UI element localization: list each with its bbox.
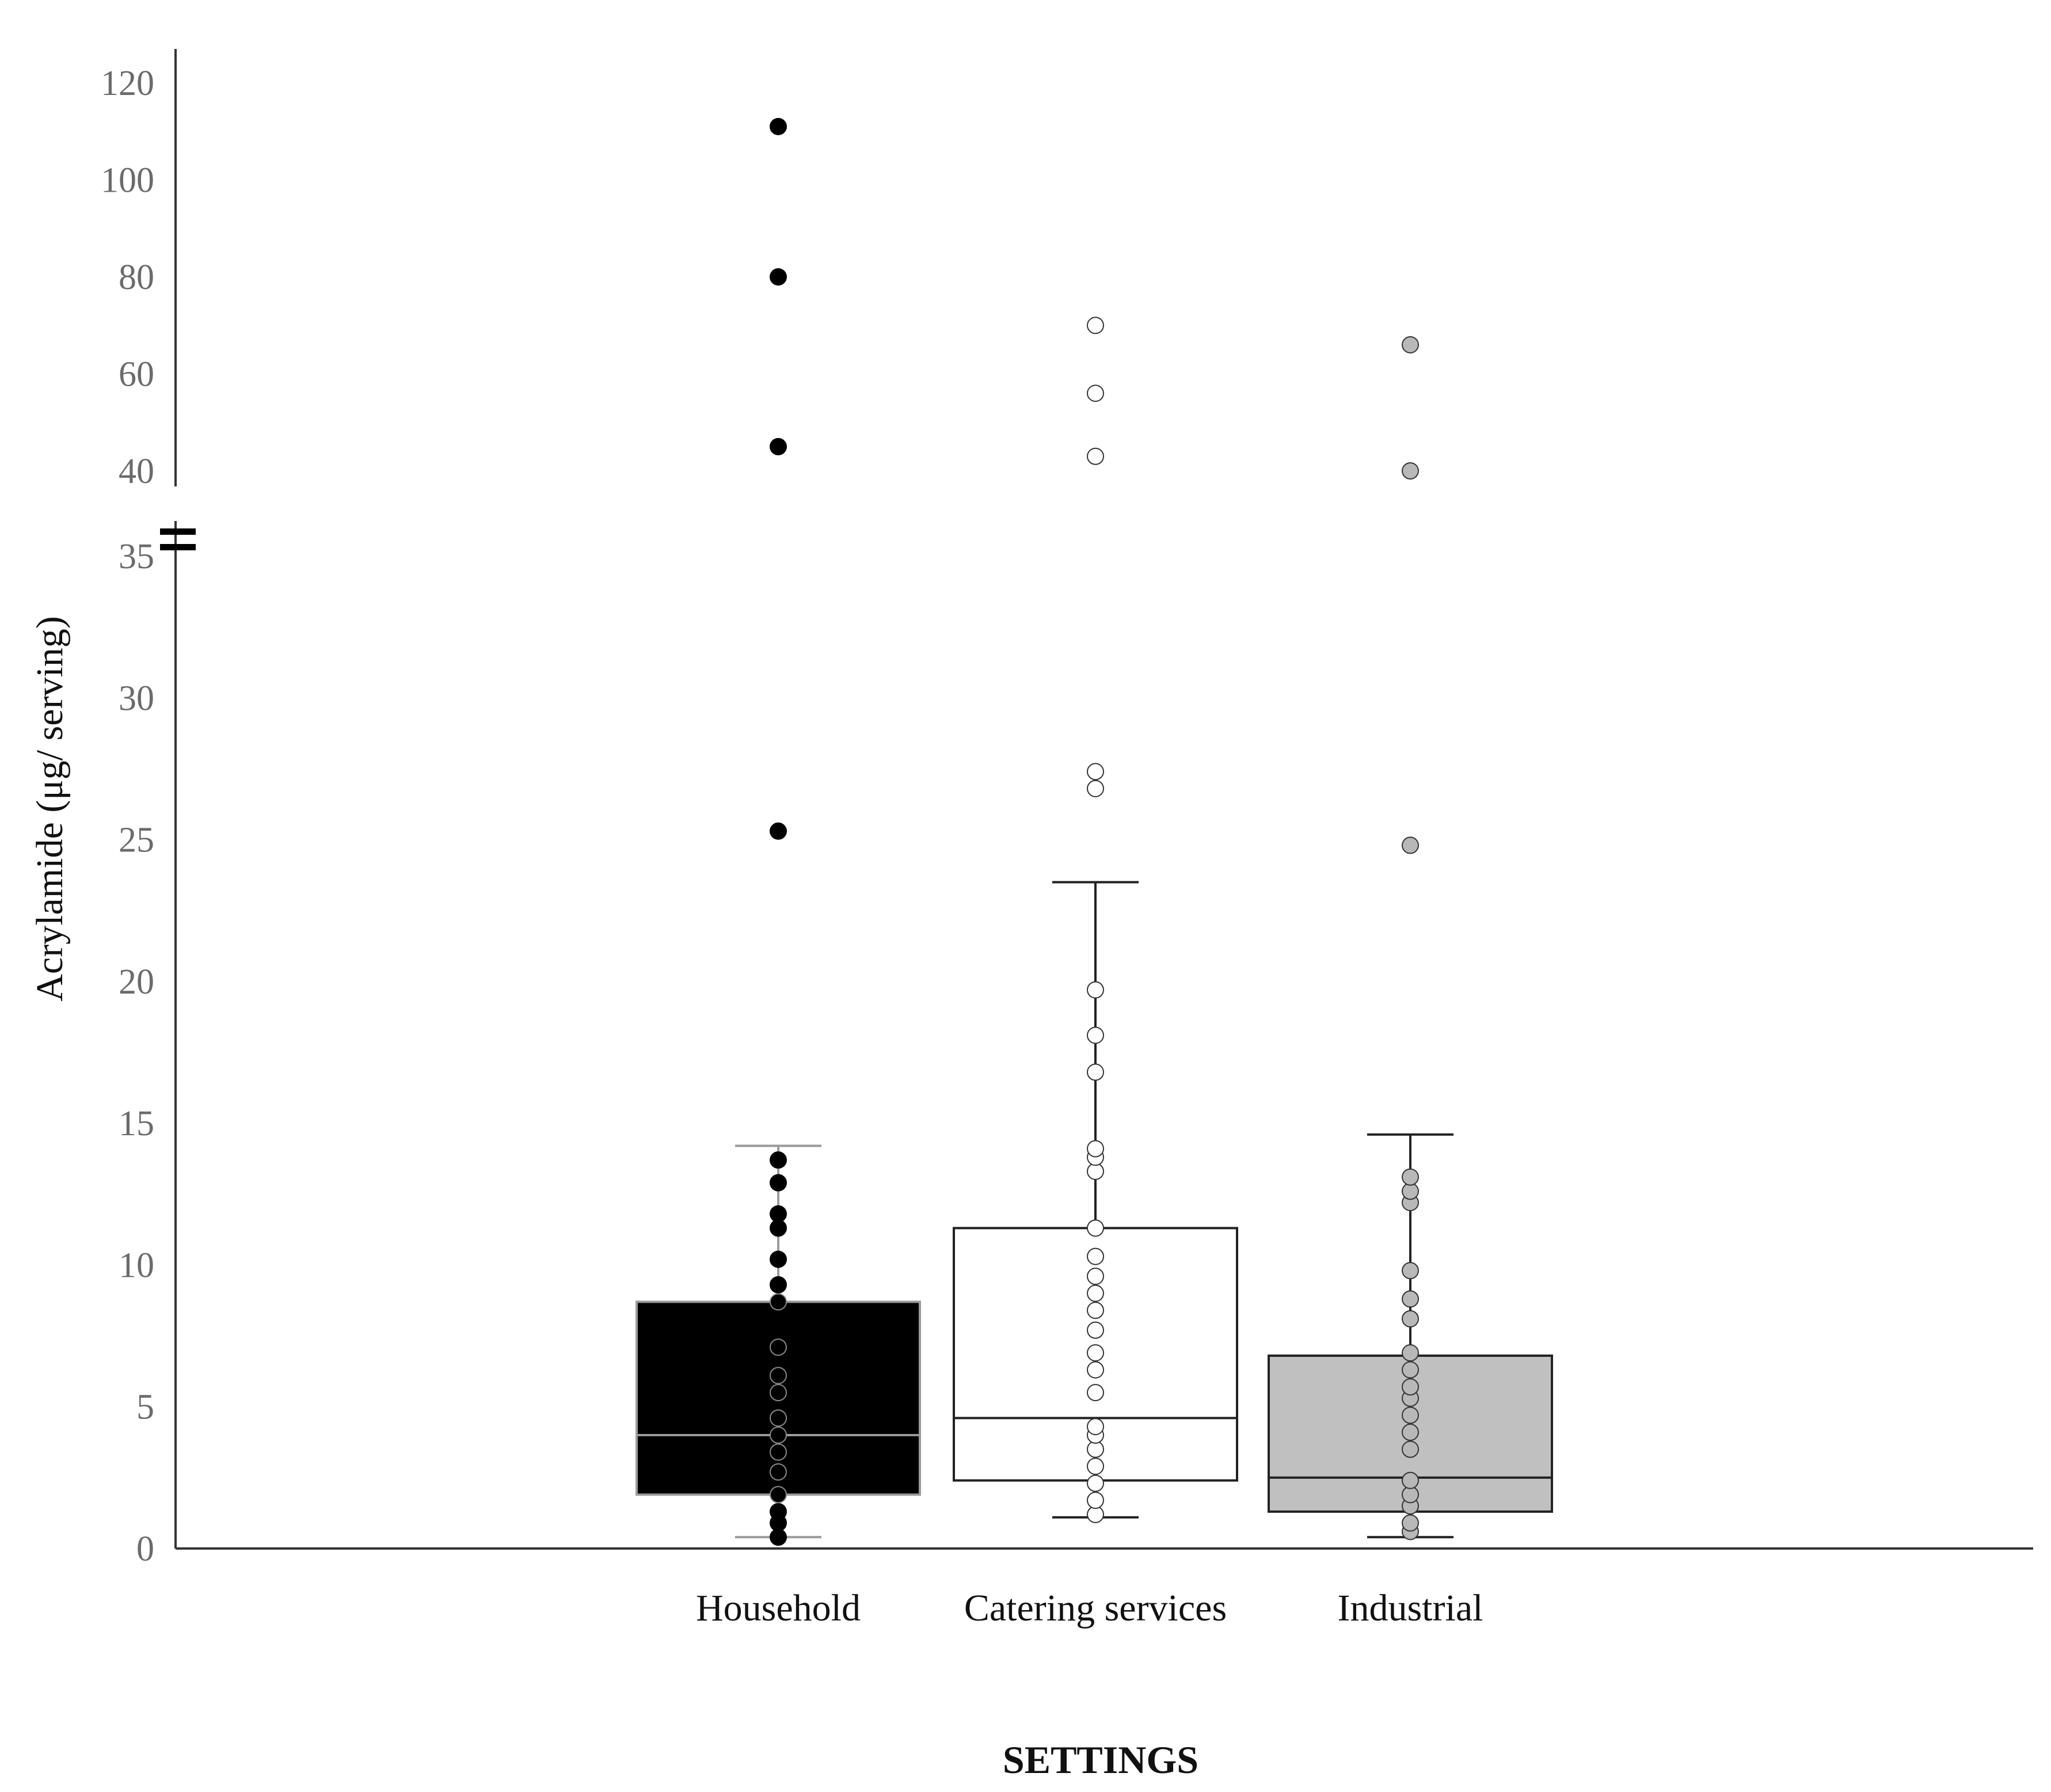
axis-break-mark-bottom	[160, 544, 196, 550]
x-axis-title: SETTINGS	[1003, 1738, 1198, 1782]
y-tick-label: 0	[136, 1530, 154, 1569]
data-point	[1087, 1418, 1104, 1436]
data-point	[1087, 1321, 1104, 1339]
y-tick-label: 60	[119, 355, 154, 394]
data-point	[770, 1486, 787, 1504]
data-point	[1087, 1361, 1104, 1379]
data-point	[770, 822, 787, 840]
data-point	[1087, 1344, 1104, 1362]
y-tick-label: 80	[119, 258, 154, 297]
data-point	[770, 1367, 787, 1384]
data-points	[770, 117, 1419, 1546]
y-axis-title: Acrylamide (μg/ serving)	[29, 616, 71, 1002]
y-tick-label: 100	[101, 161, 154, 200]
data-point	[1087, 1302, 1104, 1319]
data-point	[770, 1174, 787, 1192]
axis-break-mark-top	[160, 528, 196, 535]
data-point	[1402, 836, 1419, 854]
y-tick-label: 35	[119, 537, 154, 576]
data-point	[1087, 1063, 1104, 1081]
data-point	[1087, 1474, 1104, 1492]
y-tick-label: 5	[136, 1388, 154, 1427]
data-point	[770, 437, 787, 455]
data-point	[1087, 763, 1104, 781]
data-point	[1087, 385, 1104, 402]
y-tick-label: 20	[119, 962, 154, 1002]
data-point	[770, 1338, 787, 1356]
data-point	[1087, 447, 1104, 465]
data-point	[770, 1384, 787, 1402]
data-point	[1087, 1384, 1104, 1402]
data-point	[1087, 1268, 1104, 1285]
y-tick-label: 25	[119, 821, 154, 860]
x-category-label: Household	[696, 1587, 861, 1629]
data-point	[1087, 779, 1104, 797]
data-point	[1087, 1284, 1104, 1302]
y-tick-label: 10	[119, 1246, 154, 1285]
data-point	[1402, 1440, 1419, 1458]
data-point	[1087, 1219, 1104, 1237]
data-point	[770, 1409, 787, 1427]
data-point	[1402, 1168, 1419, 1186]
y-tick-label: 15	[119, 1104, 154, 1143]
data-point	[1402, 1310, 1419, 1328]
data-point	[1087, 1026, 1104, 1044]
x-category-label: Industrial	[1338, 1587, 1483, 1629]
data-point	[770, 1151, 787, 1169]
data-point	[1402, 1262, 1419, 1280]
x-category-label: Catering services	[964, 1587, 1227, 1629]
axes	[160, 49, 2033, 1550]
category-labels: Household Catering services Industrial	[696, 1587, 1483, 1629]
data-point	[1402, 1514, 1419, 1532]
data-point	[1087, 1458, 1104, 1475]
data-point	[1087, 1140, 1104, 1158]
y-tick-label: 120	[101, 64, 154, 103]
y-tick-label: 40	[119, 452, 154, 491]
data-point	[770, 1443, 787, 1461]
data-point	[770, 117, 787, 135]
data-point	[1402, 1424, 1419, 1441]
data-point	[770, 1502, 787, 1520]
data-point	[1402, 1344, 1419, 1362]
data-point	[1402, 1290, 1419, 1308]
data-point	[1087, 981, 1104, 999]
data-point	[1087, 317, 1104, 334]
data-point	[1087, 1247, 1104, 1265]
data-point	[770, 1463, 787, 1481]
data-point	[1087, 1492, 1104, 1509]
y-tick-label: 30	[119, 679, 154, 718]
data-point	[770, 1293, 787, 1311]
data-point	[1402, 462, 1419, 480]
data-point	[1402, 1378, 1419, 1396]
y-tick-labels: 0 5 10 15 20 25 30 35 40 60 80 100 120	[101, 64, 154, 1569]
data-point	[770, 268, 787, 286]
data-point	[1402, 1471, 1419, 1489]
data-point	[1402, 1361, 1419, 1379]
data-point	[770, 1250, 787, 1268]
data-point	[770, 1276, 787, 1293]
data-point	[1402, 336, 1419, 353]
data-point	[770, 1426, 787, 1444]
data-point	[770, 1205, 787, 1223]
data-point	[1402, 1406, 1419, 1424]
